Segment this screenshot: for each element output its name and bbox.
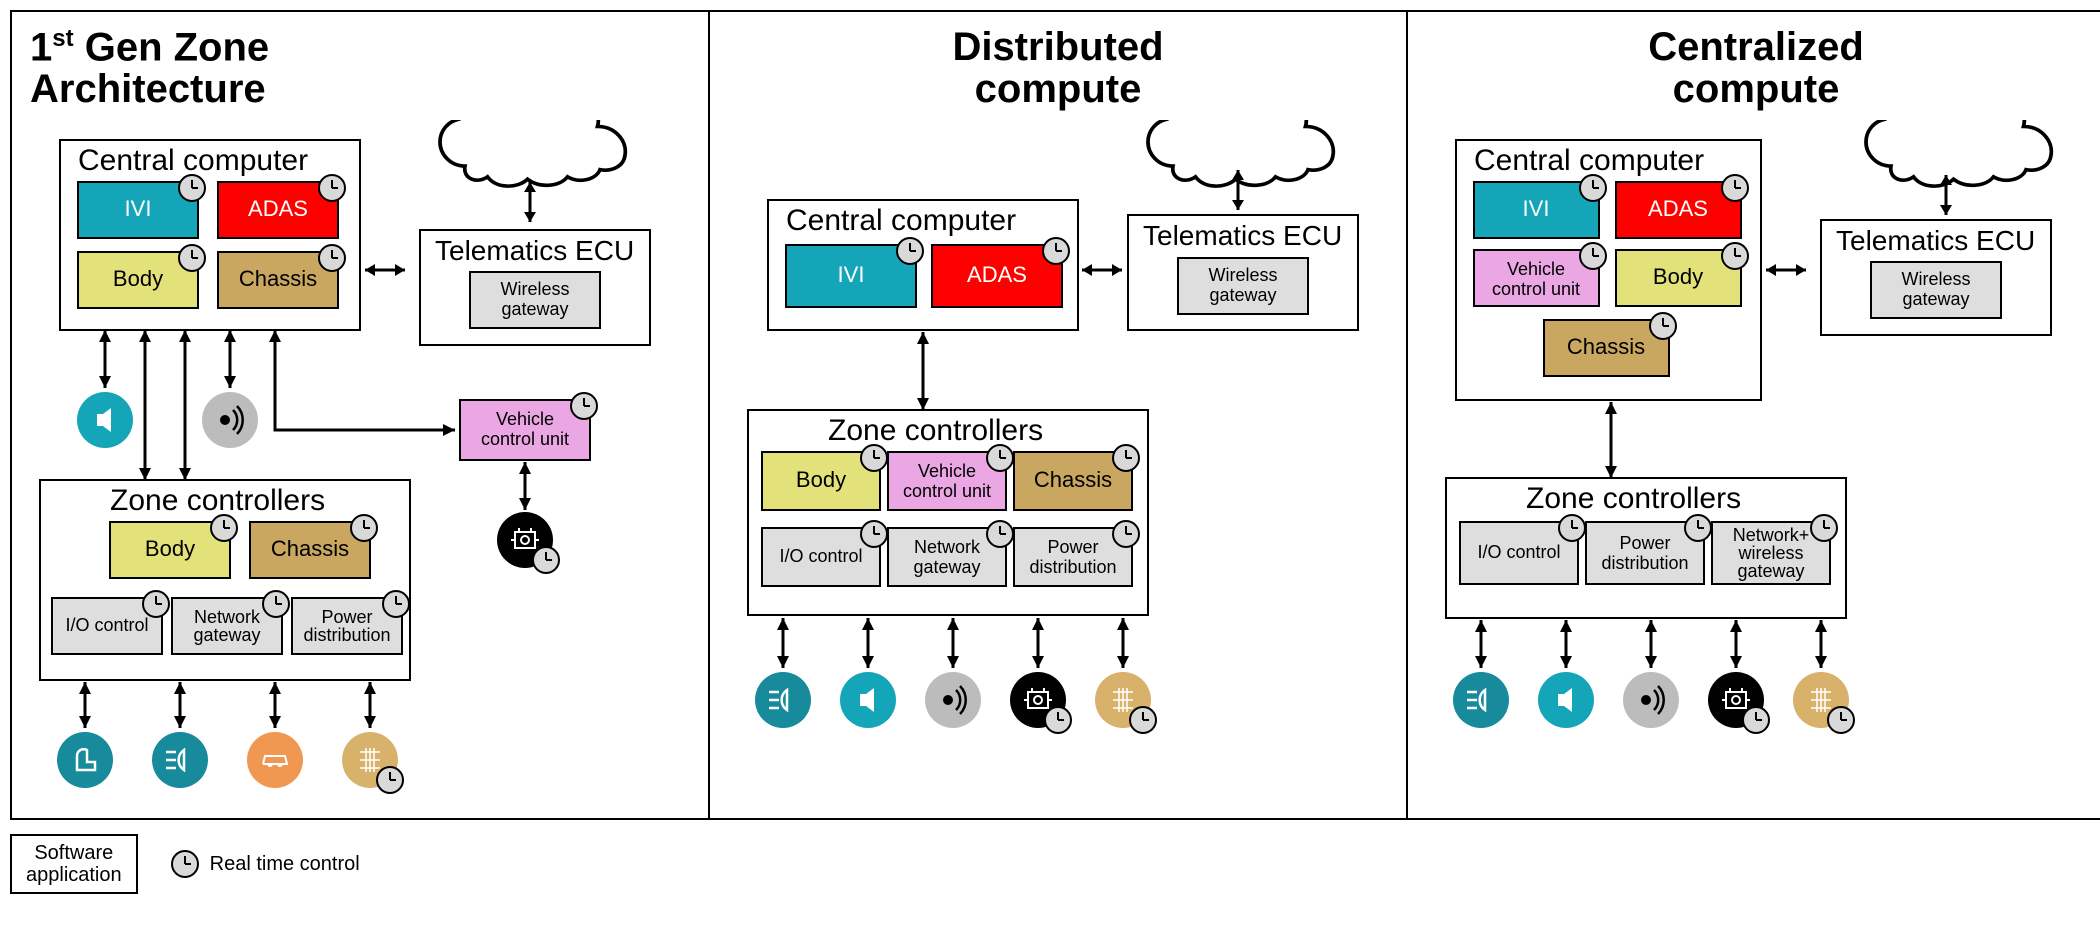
- bottom-icons-gen1: [57, 682, 403, 793]
- svg-text:Chassis: Chassis: [1567, 334, 1645, 359]
- bottom-icons-centralized: [1453, 620, 1854, 733]
- legend-realtime: Real time control: [168, 847, 360, 881]
- arrow-central-zone-1: [139, 330, 151, 480]
- svg-text:gateway: gateway: [1209, 285, 1276, 305]
- arrow-central-telematics: [365, 264, 405, 276]
- svg-text:Zone controllers: Zone controllers: [828, 414, 1043, 447]
- svg-text:Chassis: Chassis: [1034, 467, 1112, 492]
- svg-text:control unit: control unit: [903, 481, 991, 501]
- svg-text:Power: Power: [1047, 537, 1098, 557]
- arrow-central-telematics: [1766, 264, 1806, 276]
- svg-text:Zone controllers: Zone controllers: [1526, 482, 1741, 515]
- svg-text:Body: Body: [113, 266, 163, 291]
- svg-text:Body: Body: [145, 536, 195, 561]
- svg-text:gateway: gateway: [913, 557, 980, 577]
- svg-text:I/O control: I/O control: [65, 615, 148, 635]
- svg-text:Telematics ECU: Telematics ECU: [1836, 225, 2035, 256]
- svg-text:Wireless: Wireless: [500, 279, 569, 299]
- svg-text:Wireless: Wireless: [1901, 269, 1970, 289]
- diagram-centralized: Central computer IVI ADAS Vehicle contro…: [1426, 120, 2086, 800]
- panels-row: 1st Gen Zone Architecture: [10, 10, 2090, 820]
- svg-text:Power: Power: [321, 607, 372, 627]
- svg-text:ADAS: ADAS: [967, 262, 1027, 287]
- svg-text:Vehicle: Vehicle: [1507, 259, 1565, 279]
- panel-title-centralized: Centralizedcompute: [1426, 26, 2086, 110]
- svg-text:Power: Power: [1619, 533, 1670, 553]
- arrow-central-speaker: [99, 330, 111, 388]
- svg-text:Chassis: Chassis: [271, 536, 349, 561]
- svg-text:control unit: control unit: [1492, 279, 1580, 299]
- arrow-central-sensor: [224, 330, 236, 388]
- panel-title-gen1: 1st Gen Zone Architecture: [30, 26, 690, 110]
- svg-text:Zone controllers: Zone controllers: [110, 484, 325, 517]
- arrow-central-zone: [1605, 402, 1617, 478]
- svg-text:Network: Network: [914, 537, 981, 557]
- panel-title-distributed: Distributedcompute: [728, 26, 1388, 110]
- panel-distributed: Distributedcompute Central computer IVI …: [708, 10, 1406, 820]
- svg-text:Vehicle: Vehicle: [496, 409, 554, 429]
- svg-text:Network: Network: [194, 607, 261, 627]
- legend-software: Softwareapplication: [10, 834, 138, 894]
- panel-centralized: Centralizedcompute Central computer IVI …: [1406, 10, 2100, 820]
- svg-text:Telematics ECU: Telematics ECU: [1143, 220, 1342, 251]
- svg-text:gateway: gateway: [1737, 561, 1804, 581]
- svg-text:Body: Body: [1653, 264, 1703, 289]
- svg-text:ADAS: ADAS: [248, 196, 308, 221]
- svg-text:I/O control: I/O control: [1477, 542, 1560, 562]
- arrow-central-zone-2: [179, 330, 191, 480]
- svg-text:gateway: gateway: [193, 625, 260, 645]
- clock-icon: [179, 175, 205, 201]
- svg-text:distribution: distribution: [303, 625, 390, 645]
- svg-text:Wireless: Wireless: [1208, 265, 1277, 285]
- svg-text:Telematics ECU: Telematics ECU: [435, 235, 634, 266]
- panel-gen1: 1st Gen Zone Architecture: [10, 10, 708, 820]
- svg-text:distribution: distribution: [1601, 553, 1688, 573]
- svg-text:I/O control: I/O control: [779, 546, 862, 566]
- svg-text:gateway: gateway: [501, 299, 568, 319]
- svg-text:Body: Body: [796, 467, 846, 492]
- svg-text:gateway: gateway: [1902, 289, 1969, 309]
- cloud-icon: [440, 120, 625, 186]
- arrow-telematics-cloud: [524, 182, 536, 222]
- arrow-vcu-motor: [519, 462, 531, 510]
- svg-text:Central computer: Central computer: [786, 204, 1016, 237]
- cloud-icon: [1866, 120, 2051, 186]
- central-computer-label: Central computer: [78, 144, 308, 177]
- svg-text:IVI: IVI: [125, 196, 152, 221]
- arrow-central-telematics: [1082, 264, 1122, 276]
- svg-text:Vehicle: Vehicle: [918, 461, 976, 481]
- svg-text:distribution: distribution: [1029, 557, 1116, 577]
- svg-text:IVI: IVI: [838, 262, 865, 287]
- svg-text:ADAS: ADAS: [1648, 196, 1708, 221]
- legend: Softwareapplication Real time control: [10, 834, 2090, 894]
- diagram-distributed: Central computer IVI ADAS Telematics ECU…: [728, 120, 1388, 800]
- svg-text:wireless: wireless: [1737, 543, 1803, 563]
- svg-text:Central computer: Central computer: [1474, 144, 1704, 177]
- svg-text:control unit: control unit: [481, 429, 569, 449]
- diagram-gen1: Central computer IVI ADAS Body Chassis T…: [30, 120, 690, 800]
- svg-text:IVI: IVI: [1523, 196, 1550, 221]
- svg-text:Network+: Network+: [1733, 525, 1810, 545]
- bottom-icons-distributed: [755, 618, 1156, 733]
- arrow-central-zone: [917, 332, 929, 410]
- svg-text:Chassis: Chassis: [239, 266, 317, 291]
